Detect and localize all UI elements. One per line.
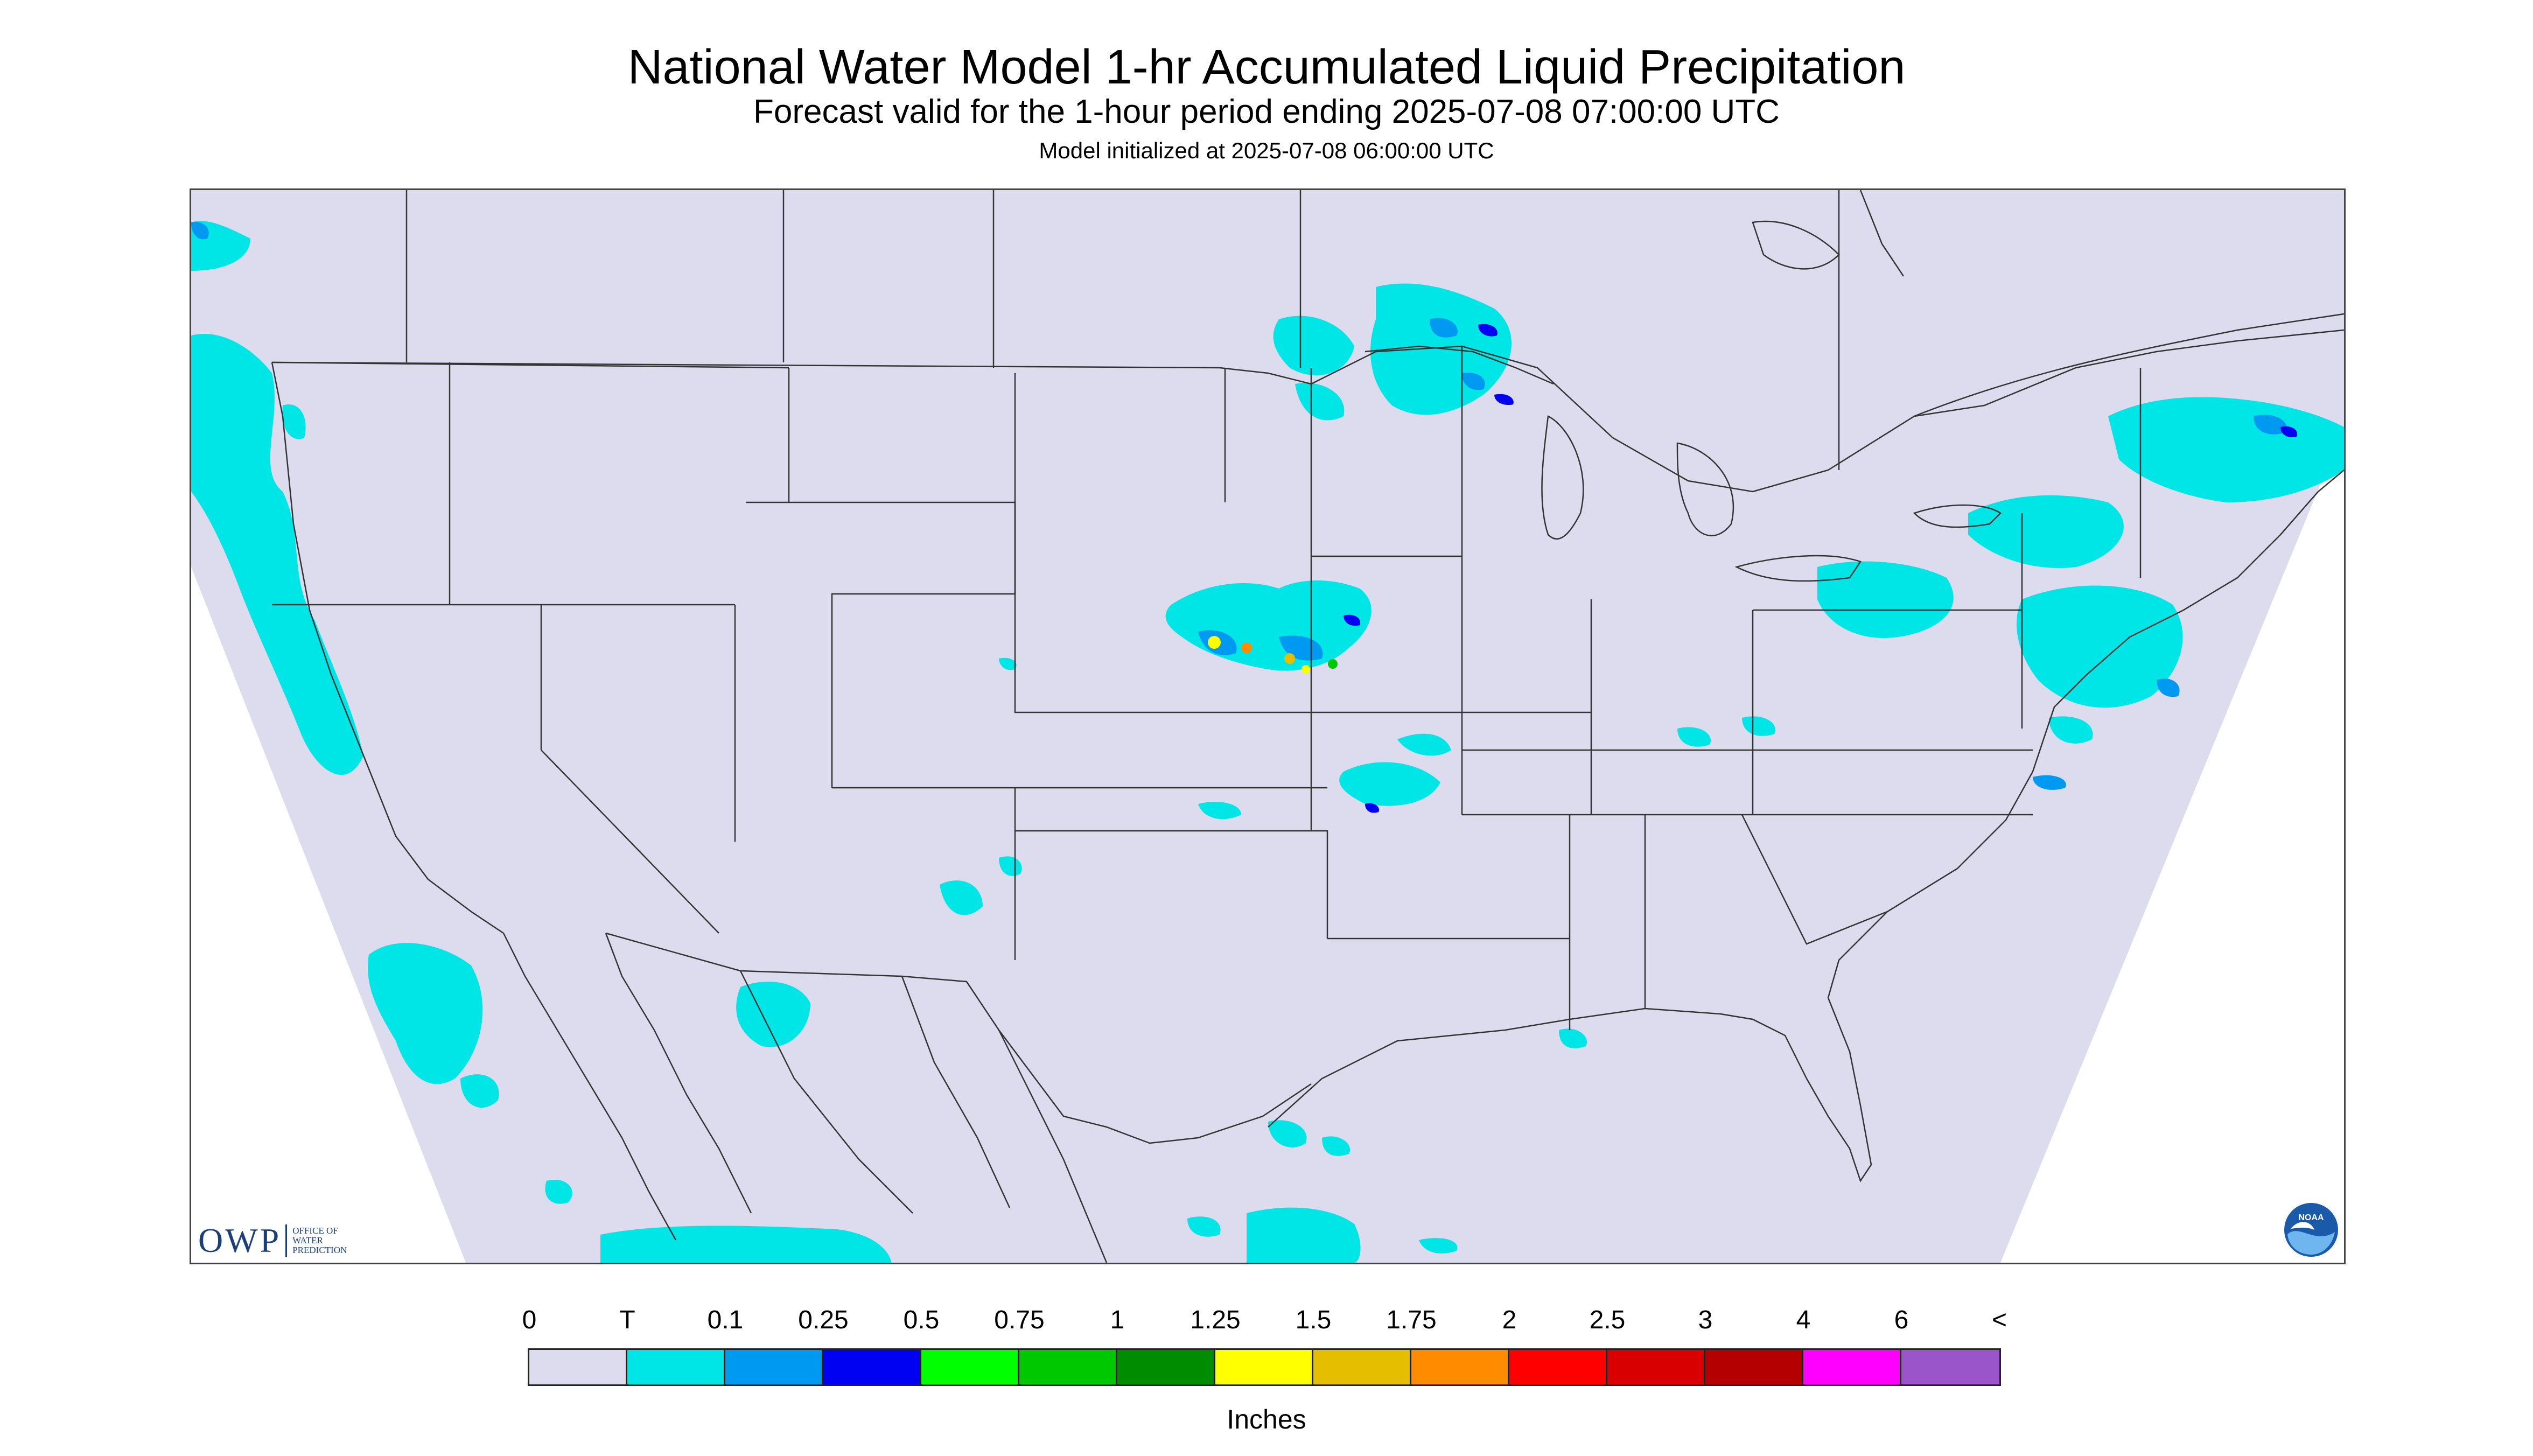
owp-logo-name: OFFICE OF WATER PREDICTION (292, 1226, 347, 1255)
noaa-logo: NOAA (2284, 1203, 2338, 1257)
legend-swatch (1215, 1350, 1313, 1384)
legend-tick-label: 1 (1110, 1306, 1125, 1334)
legend-tick-label: 1.75 (1386, 1306, 1437, 1334)
legend-swatch (1117, 1350, 1215, 1384)
precipitation-map (190, 188, 2346, 1264)
legend-swatch (627, 1350, 725, 1384)
legend-tick-label: 3 (1698, 1306, 1713, 1334)
legend-swatch (921, 1350, 1019, 1384)
model-init-time: Model initialized at 2025-07-08 06:00:00… (1039, 138, 1494, 163)
legend-units-label: Inches (1227, 1404, 1306, 1434)
legend-swatch (1607, 1350, 1705, 1384)
model-domain (191, 190, 2344, 1263)
owp-logo: OWP OFFICE OF WATER PREDICTION (198, 1221, 357, 1260)
legend-tick-label: 0.25 (798, 1306, 849, 1334)
map-canvas (191, 190, 2344, 1263)
legend-tick-label: 2 (1502, 1306, 1517, 1334)
legend-tick-label: 0.75 (994, 1306, 1045, 1334)
legend-tick-label: 1.25 (1190, 1306, 1241, 1334)
legend-swatch (725, 1350, 823, 1384)
legend-tick-label: 0 (522, 1306, 537, 1334)
legend-swatch (1313, 1350, 1411, 1384)
boundary-lines (271, 190, 2344, 1263)
legend-tick-label: T (619, 1306, 635, 1334)
color-legend: 0 T 0.1 0.25 0.5 0.75 1 1.25 1.5 1.75 2 2.5 3 4 6 < Inc… (0, 1292, 2533, 1454)
legend-tick-label: 0.1 (707, 1306, 744, 1334)
legend-tick-label: 2.5 (1589, 1306, 1626, 1334)
heavy-precip-areas (1344, 324, 2297, 813)
legend-swatch (1019, 1350, 1117, 1384)
legend-color-bar (528, 1348, 2001, 1386)
legend-swatch (1509, 1350, 1607, 1384)
legend-swatch (1901, 1350, 1999, 1384)
owp-logo-divider (285, 1224, 288, 1257)
trace-precip-areas (191, 221, 2344, 1263)
legend-tick-label: < (1991, 1306, 2007, 1334)
legend-tick-label: 6 (1894, 1306, 1909, 1334)
legend-swatch (1803, 1350, 1901, 1384)
noaa-logo-label: NOAA (2298, 1213, 2324, 1222)
legend-swatch (823, 1350, 921, 1384)
legend-swatch (1411, 1350, 1509, 1384)
legend-swatch (529, 1350, 627, 1384)
map-title: National Water Model 1-hr Accumulated Li… (627, 40, 1906, 94)
intense-precip-areas (1208, 636, 1338, 674)
legend-tick-label: 4 (1796, 1306, 1811, 1334)
legend-tick-label: 1.5 (1295, 1306, 1332, 1334)
legend-tick-label: 0.5 (903, 1306, 940, 1334)
owp-logo-letters: OWP (198, 1221, 282, 1259)
legend-swatch (1705, 1350, 1803, 1384)
map-subtitle: Forecast valid for the 1-hour period end… (753, 93, 1780, 130)
